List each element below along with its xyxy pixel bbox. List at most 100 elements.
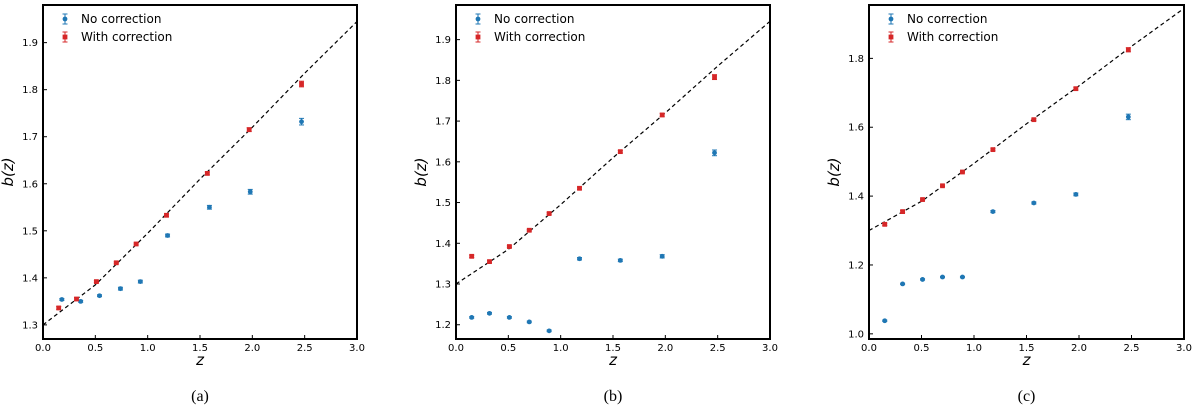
y-tick-label: 1.9 [22,38,38,49]
with-correction-point [74,296,79,302]
y-tick-label: 1.7 [435,117,451,128]
reference-dashed-curve [456,20,770,285]
x-tick-label: 3.0 [762,343,778,354]
x-tick-label: 2.5 [297,343,313,354]
y-tick-label: 1.8 [848,54,864,65]
y-tick-label: 1.6 [435,157,451,168]
legend-marker [62,16,68,22]
no-correction-point [299,119,304,125]
with-correction-point [204,171,210,176]
with-correction-point [577,185,582,191]
no-correction-point [487,310,492,316]
y-tick-label: 1.5 [435,198,451,209]
chart-panel-2: 0.0 0.5 1.0 1.5 2.0 2.5 3.0 1.2 1.3 1.4 1.5 1.6 1.7 1… [412,4,778,405]
with-correction-point [900,209,905,214]
legend-marker [475,16,481,22]
legend-label: With correction [81,30,172,44]
reference-dashed-curve [869,7,1184,232]
legend-marker [62,34,68,40]
y-tick-label: 1.2 [435,320,451,331]
no-correction-point [247,189,253,195]
with-correction-point [960,169,965,175]
no-correction-point [137,279,143,285]
x-axis-label: z [195,351,205,369]
no-correction-point [1031,200,1037,206]
panel-caption: (c) [1018,388,1036,405]
with-correction-point [246,127,252,133]
y-axis-label: b(z) [825,157,843,186]
legend-label: No correction [81,12,161,26]
with-correction-point [469,253,475,259]
with-correction-point [1031,117,1037,123]
legend-label: No correction [907,12,987,26]
with-correction-point [546,211,552,216]
reference-dashed-curve [43,21,357,326]
with-correction-point [526,227,532,233]
x-axis-label: z [1022,351,1032,369]
with-correction-point [487,259,492,265]
x-tick-label: 1.5 [192,343,208,354]
x-tick-label: 0.0 [448,343,464,354]
y-axis-label: b(z) [412,157,430,186]
with-correction-point [299,81,304,87]
x-tick-label: 3.0 [349,343,365,354]
y-tick-label: 1.3 [22,320,38,331]
plot-frame [455,4,771,340]
legend-marker [888,16,894,22]
x-tick-label: 1.0 [140,343,156,354]
y-tick-label: 1.6 [848,123,864,134]
with-correction-point [93,279,99,285]
x-tick-label: 1.5 [1019,343,1035,354]
x-tick-label: 2.0 [657,343,673,354]
plot-frame [868,4,1185,340]
y-tick-label: 1.9 [435,35,451,46]
no-correction-point [165,233,170,238]
x-tick-label: 2.0 [244,343,260,354]
legend: No correction With correction [888,12,998,44]
x-tick-label: 0.0 [35,343,51,354]
no-correction-point [920,277,925,282]
y-axis-label: b(z) [0,157,17,186]
no-correction-point [118,286,123,292]
no-correction-point [97,293,102,299]
no-correction-point [882,318,888,324]
y-tick-label: 1.8 [435,76,451,87]
legend-label: No correction [494,12,574,26]
no-correction-point [577,256,582,262]
no-correction-point [78,298,84,304]
x-tick-label: 1.0 [966,343,982,354]
x-tick-label: 1.0 [553,343,569,354]
chart-panel-1: 0.0 0.5 1.0 1.5 2.0 2.5 3.0 1.3 1.4 1.5 1.6 1.7 1.8 1… [0,4,365,405]
legend-label: With correction [494,30,585,44]
no-correction-point [1125,114,1131,120]
x-tick-label: 0.5 [87,343,103,354]
x-tick-label: 2.0 [1071,343,1087,354]
x-tick-label: 0.5 [500,343,516,354]
y-tick-label: 1.0 [848,329,864,340]
x-axis-label: z [608,351,618,369]
x-tick-label: 2.5 [1124,343,1140,354]
with-correction-point [113,260,119,266]
no-correction-point [960,274,965,280]
no-correction-point [900,281,905,287]
x-tick-label: 0.5 [914,343,930,354]
legend-marker [475,34,481,40]
legend: No correction With correction [62,12,172,44]
no-correction-point [712,150,717,156]
x-tick-label: 1.5 [605,343,621,354]
with-correction-point [882,221,888,227]
x-tick-label: 0.0 [861,343,877,354]
x-tick-label: 3.0 [1176,343,1192,354]
no-correction-point [59,297,65,302]
panel-caption: (a) [191,388,209,405]
no-correction-point [940,274,945,280]
no-correction-point [526,319,532,325]
y-tick-label: 1.3 [435,280,451,291]
y-tick-label: 1.8 [22,85,38,96]
with-correction-point [133,241,139,247]
with-correction-point [659,112,665,118]
no-correction-point [990,209,996,214]
no-correction-point [506,315,512,320]
x-tick-label: 2.5 [710,343,726,354]
